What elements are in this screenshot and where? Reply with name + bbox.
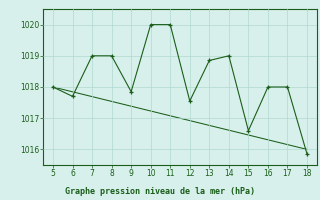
Text: Graphe pression niveau de la mer (hPa): Graphe pression niveau de la mer (hPa) bbox=[65, 187, 255, 196]
